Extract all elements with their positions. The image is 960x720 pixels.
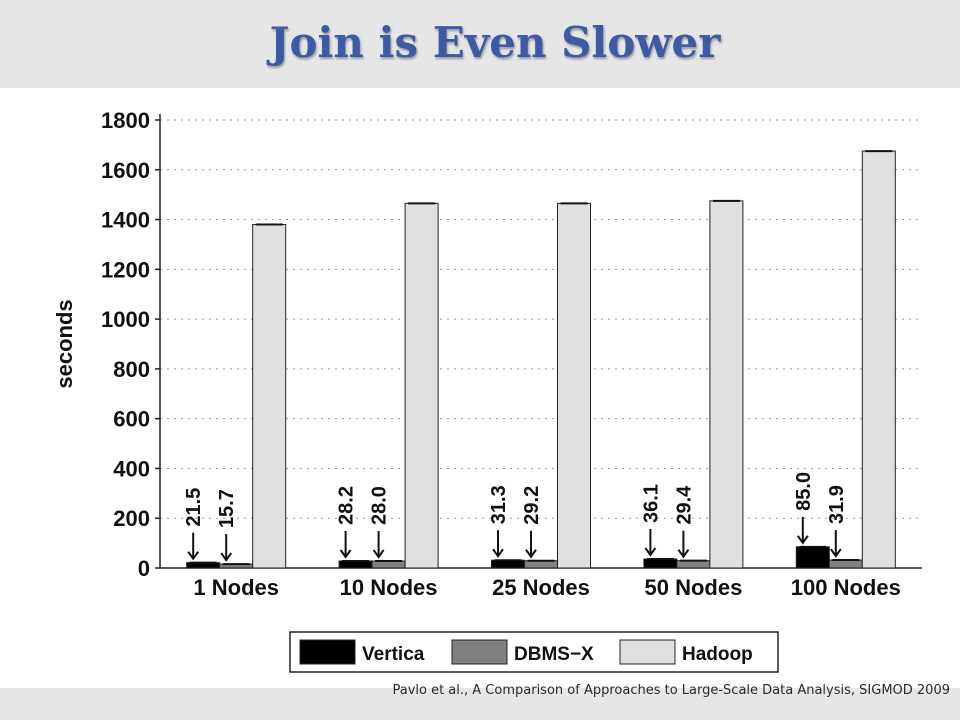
bar-hadoop [557, 202, 591, 569]
data-label: 29.4 [673, 485, 695, 525]
y-tick-label: 200 [113, 506, 150, 531]
arrow-head [644, 547, 657, 557]
y-tick-label: 1000 [101, 307, 150, 332]
arrow-head [339, 549, 352, 559]
y-tick-label: 1800 [101, 108, 150, 133]
y-tick-label: 1400 [101, 208, 150, 233]
y-tick-label: 800 [113, 357, 150, 382]
legend-swatch [299, 639, 356, 665]
chart-panel: 0 200 400 600 800 1000 1200 1400 1600 1800 seconds… [0, 88, 960, 688]
legend-label: Hadoop [682, 644, 753, 665]
slide-title: Join is Even Slower [269, 18, 721, 67]
x-tick-label: 100 Nodes [791, 575, 901, 600]
bar-vertica [491, 559, 525, 569]
x-tick-label: 1 Nodes [193, 575, 279, 600]
legend-swatch [451, 639, 508, 665]
y-tick-label: 0 [138, 556, 150, 581]
bar-dbms-x [371, 560, 406, 569]
data-label: 21.5 [183, 488, 205, 527]
bar-hadoop [404, 202, 439, 569]
bar-hadoop [709, 200, 744, 569]
y-tick-label: 1200 [101, 257, 150, 282]
arrow-head [525, 549, 537, 559]
bar-vertica [643, 558, 678, 569]
bar-dbms-x [828, 559, 863, 569]
legend-label: DBMS−X [514, 644, 594, 665]
legend-box [289, 631, 779, 673]
y-tick-label: 1600 [101, 158, 150, 183]
data-label: 28.0 [369, 486, 391, 525]
bar-vertica [795, 546, 830, 569]
arrow-head [829, 548, 842, 558]
arrow-head [187, 551, 200, 561]
bar-hadoop [252, 224, 287, 569]
y-axis-label: seconds [52, 299, 77, 388]
data-label: 29.2 [521, 486, 543, 525]
x-tick-label: 50 Nodes [644, 575, 742, 600]
x-tick-label: 10 Nodes [340, 575, 438, 600]
data-label: 31.9 [826, 485, 848, 524]
bar-chart: 0 200 400 600 800 1000 1200 1400 1600 1800 seconds… [52, 108, 922, 673]
arrow-head [677, 549, 690, 559]
bar-hadoop [861, 150, 896, 569]
arrow-head [492, 548, 504, 558]
data-label: 36.1 [640, 484, 662, 523]
y-tick-label: 600 [113, 407, 150, 432]
arrow-head [796, 535, 809, 545]
legend-label: Vertica [362, 644, 425, 665]
bar-vertica [338, 560, 373, 569]
y-tick-label: 400 [113, 456, 150, 481]
data-label: 85.0 [793, 472, 815, 511]
data-label: 28.2 [336, 486, 358, 525]
data-label: 31.3 [488, 485, 510, 524]
citation: Pavlo et al., A Comparison of Approaches… [392, 683, 950, 698]
bar-dbms-x [524, 560, 558, 569]
data-label: 15.7 [216, 489, 238, 528]
x-tick-label: 25 Nodes [492, 575, 590, 600]
arrow-head [372, 549, 385, 559]
bar-dbms-x [676, 560, 711, 569]
legend-swatch [619, 639, 676, 665]
arrow-head [220, 552, 233, 562]
